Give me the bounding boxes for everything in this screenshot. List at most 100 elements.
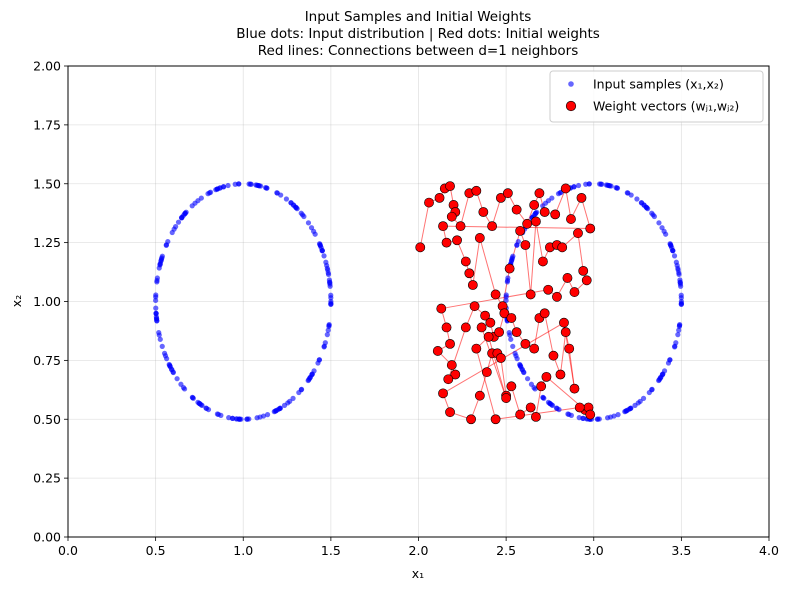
weight-vector-point [485,317,496,328]
weight-vector-point [550,209,561,220]
weight-vector-point [511,204,522,215]
weight-vector-point [467,280,478,290]
input-sample-point [264,412,271,418]
weight-vector-point [531,216,541,227]
input-sample-point [532,211,538,217]
input-sample-point [640,395,647,401]
input-sample-point [665,360,672,366]
weight-vector-point [506,313,517,323]
x-axis-label: x₁ [412,566,424,581]
weight-vector-point [455,221,466,232]
x-tick-label: 2.0 [409,543,429,558]
weight-vector-point [436,303,447,314]
weight-vector-point [445,181,455,192]
weight-vector-point [480,310,490,321]
weight-vector-point [539,308,550,319]
weight-vector-point [487,221,498,232]
input-sample-point [229,415,236,421]
input-sample-point [196,400,203,407]
input-sample-point [676,327,682,333]
weight-vector-point [432,346,443,356]
input-sample-point [214,411,221,417]
weight-vector-point [560,183,571,194]
title-line-2: Blue dots: Input distribution | Red dots… [236,26,600,42]
input-sample-point [161,350,168,356]
input-sample-point [195,198,201,204]
legend-box [549,70,764,123]
axis-ticks: 0.0 0.5 1.0 1.5 2.0 2.5 3.0 3.5 4.0 0.00 0.25 0.50 0… [33,59,779,559]
weight-vector-point [490,414,501,425]
weight-vector-point [499,308,510,319]
y-tick-label: 1.50 [33,176,61,191]
weight-vector-point [471,185,482,196]
input-sample-point [154,318,160,324]
weight-vector-point [578,265,589,276]
input-sample-point [638,200,645,206]
y-tick-label: 0.75 [33,353,61,368]
input-sample-point [586,181,592,187]
weight-vector-point [581,275,592,286]
input-sample-point [667,241,673,247]
input-sample-point [565,411,571,417]
title-line-3: Red lines: Connections between d=1 neigh… [258,43,578,59]
weight-vector-point [443,374,454,385]
input-sample-point [315,360,321,366]
input-sample-point [676,270,682,276]
input-sample-point [670,248,676,254]
input-sample-point [236,416,242,422]
weight-vector-point [511,327,522,338]
weight-vector-point [450,369,461,380]
input-sample-point [305,220,312,226]
weight-vector-point [543,284,554,295]
input-sample-point [178,381,184,387]
input-sample-point [507,332,513,338]
neighbor-connection-line [559,332,567,375]
input-sample-point [236,181,242,187]
x-tick-label: 0.5 [146,543,166,558]
input-sample-point [293,205,299,211]
input-sample-point [325,327,331,333]
x-tick-label: 2.5 [496,543,516,558]
input-sample-point [644,205,650,211]
weight-vector-point [531,411,541,422]
input-sample-point [214,186,221,192]
neighbor-connection-line [472,237,481,286]
input-sample-point [634,196,640,202]
neighbor-connection-line [535,386,542,417]
weight-vector-point [478,207,489,217]
weight-vector-point [434,192,445,203]
input-sample-point [285,400,291,406]
input-sample-point [627,405,633,412]
input-sample-point [508,336,514,342]
input-sample-point [327,283,333,289]
input-sample-point [153,310,159,317]
input-sample-point [675,332,681,338]
weight-vector-point [494,327,505,338]
input-sample-point [672,343,678,349]
input-sample-point [316,241,323,247]
x-tick-label: 1.5 [321,543,341,558]
input-sample-point [164,356,170,362]
weight-vector-point [504,263,515,274]
input-sample-point [309,371,315,377]
neighbor-connection-line [530,221,537,295]
weight-vector-point [562,273,573,283]
input-sample-point [595,416,601,422]
weight-vector-point [483,331,494,342]
input-sample-point [170,369,176,376]
weight-vector-point [529,343,540,354]
input-sample-point [248,181,254,187]
input-sample-point [154,275,160,281]
input-sample-point [545,198,552,204]
input-sample-point [296,389,302,396]
input-sample-point [321,343,327,349]
input-sample-point [678,283,684,289]
input-sample-point [514,356,520,362]
input-sample-point [311,228,317,234]
weight-vector-point [541,371,552,382]
input-sample-point [189,394,195,400]
weight-vector-point [522,218,533,229]
input-sample-point [181,386,188,392]
weight-vector-point [557,242,568,253]
